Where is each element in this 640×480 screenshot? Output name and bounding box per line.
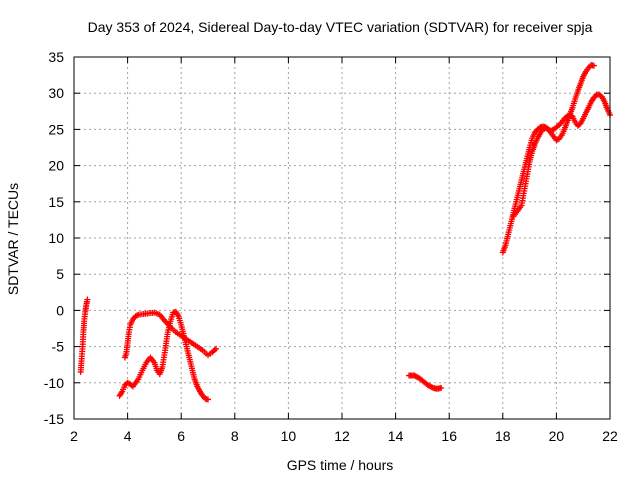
y-tick-label: 30 <box>48 85 64 101</box>
data-point-plus-marker <box>84 296 91 303</box>
y-tick-label: 15 <box>48 194 64 210</box>
x-tick-label: 12 <box>334 428 350 444</box>
y-tick-label: 20 <box>48 158 64 174</box>
series-arc-1 <box>77 296 91 375</box>
x-tick-label: 8 <box>231 428 239 444</box>
x-tick-label: 20 <box>549 428 565 444</box>
chart-title: Day 353 of 2024, Sidereal Day-to-day VTE… <box>88 19 593 35</box>
series-arc-4 <box>406 372 445 392</box>
x-tick-label: 22 <box>602 428 618 444</box>
y-tick-label: 5 <box>56 266 64 282</box>
y-axis-label: SDTVAR / TECUs <box>5 183 21 295</box>
data-point-plus-marker <box>428 384 435 391</box>
data-point-plus-marker <box>213 345 220 352</box>
y-tick-label: 0 <box>56 302 64 318</box>
series-arc-6 <box>510 91 613 220</box>
y-tick-label: 10 <box>48 230 64 246</box>
data-point-plus-marker <box>133 312 140 319</box>
data-point-plus-marker <box>590 62 597 69</box>
data-point-plus-marker <box>438 384 445 391</box>
x-tick-label: 16 <box>441 428 457 444</box>
data-marks <box>77 61 613 403</box>
x-tick-label: 2 <box>70 428 78 444</box>
y-tick-label: -15 <box>44 411 64 427</box>
grid <box>74 57 610 419</box>
data-point-plus-marker <box>211 346 218 353</box>
x-tick-label: 18 <box>495 428 511 444</box>
x-tick-label: 6 <box>177 428 185 444</box>
y-tick-label: -5 <box>52 339 65 355</box>
data-point-plus-marker <box>128 382 135 389</box>
x-tick-label: 10 <box>281 428 297 444</box>
series-arc-3 <box>121 309 220 361</box>
y-tick-label: 25 <box>48 121 64 137</box>
x-tick-label: 4 <box>124 428 132 444</box>
axis-ticks: 2 4 6 8 10 12 14 16 18 20 22 -15 -10 -5 0 5 10 15 20 25 30 35 <box>44 49 618 444</box>
y-tick-label: 35 <box>48 49 64 65</box>
y-tick-label: -10 <box>44 375 64 391</box>
data-point-plus-marker <box>205 396 211 403</box>
series-arc-5 <box>499 61 597 256</box>
x-axis-label: GPS time / hours <box>287 457 394 473</box>
x-tick-label: 14 <box>388 428 404 444</box>
